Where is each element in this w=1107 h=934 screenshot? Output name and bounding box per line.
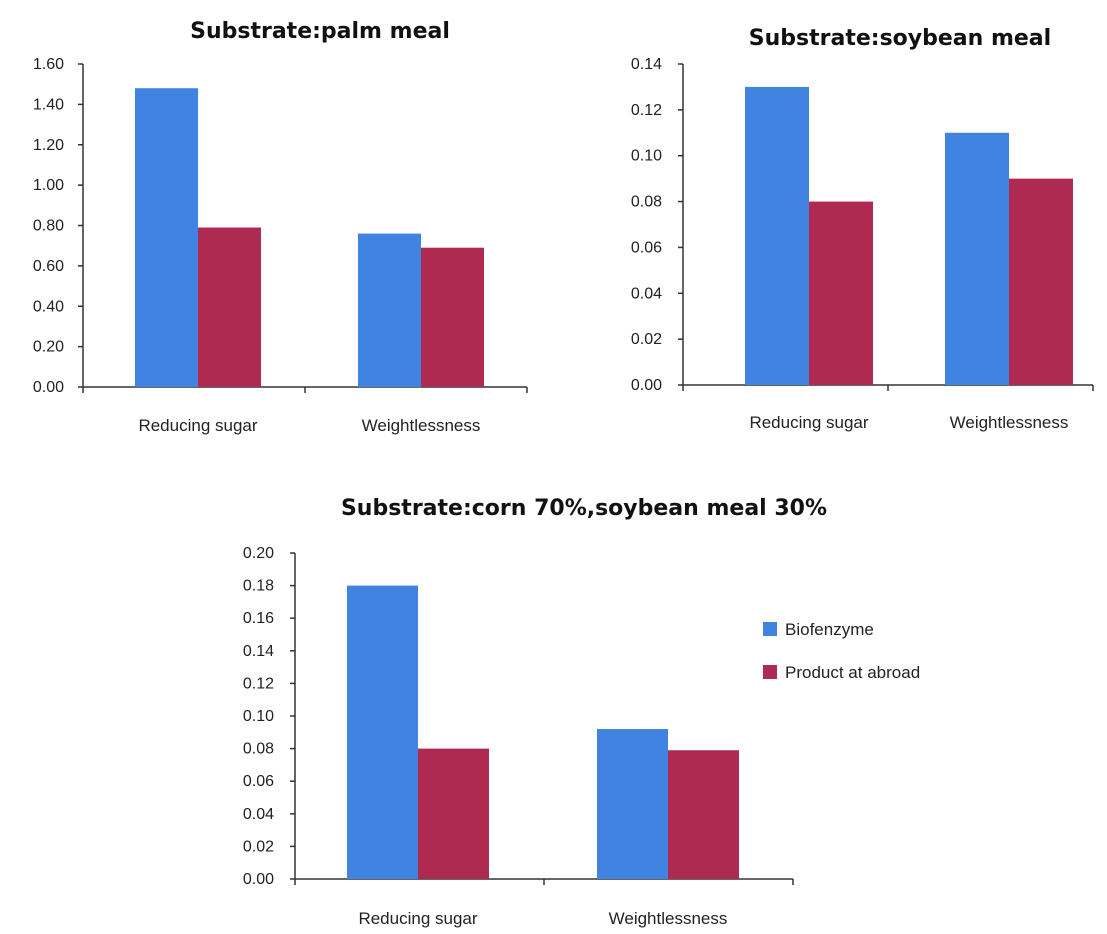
legend: Biofenzyme Product at abroad bbox=[763, 620, 920, 682]
category-label: Weightlessness bbox=[609, 909, 728, 928]
bar-biofenzyme bbox=[358, 233, 421, 387]
y-tick-label: 0.02 bbox=[631, 331, 662, 348]
y-tick-label: 0.04 bbox=[631, 285, 662, 302]
category-label: Reducing sugar bbox=[358, 909, 477, 928]
y-tick-label: 0.16 bbox=[243, 610, 274, 627]
y-tick-label: 0.20 bbox=[243, 545, 274, 562]
y-tick-label: 0.14 bbox=[631, 56, 662, 73]
y-tick-label: 0.20 bbox=[33, 339, 64, 356]
category-label: Reducing sugar bbox=[749, 413, 868, 432]
y-tick-label: 1.60 bbox=[33, 56, 64, 73]
y-tick-label: 0.06 bbox=[243, 773, 274, 790]
y-tick-label: 1.00 bbox=[33, 177, 64, 194]
bar-biofenzyme bbox=[347, 585, 418, 879]
y-tick-label: 0.80 bbox=[33, 218, 64, 235]
y-tick-label: 0.10 bbox=[631, 148, 662, 165]
bar-product-at-abroad bbox=[809, 201, 873, 385]
category-label: Weightlessness bbox=[362, 416, 481, 435]
y-tick-label: 0.14 bbox=[243, 643, 274, 660]
bar-biofenzyme bbox=[135, 88, 198, 387]
y-tick-label: 0.02 bbox=[243, 838, 274, 855]
chart-title: Substrate:palm meal bbox=[190, 19, 450, 44]
y-tick-label: 0.06 bbox=[631, 239, 662, 256]
y-tick-label: 0.00 bbox=[33, 379, 64, 396]
category-label: Reducing sugar bbox=[138, 416, 257, 435]
y-tick-label: 0.12 bbox=[243, 675, 274, 692]
chart-title: Substrate:soybean meal bbox=[749, 26, 1051, 51]
y-tick-label: 0.00 bbox=[631, 377, 662, 394]
y-tick-label: 0.08 bbox=[243, 741, 274, 758]
legend-swatch bbox=[763, 665, 777, 679]
legend-label: Biofenzyme bbox=[785, 620, 874, 639]
bar-product-at-abroad bbox=[421, 247, 484, 387]
y-tick-label: 0.08 bbox=[631, 194, 662, 211]
y-tick-label: 1.20 bbox=[33, 137, 64, 154]
y-tick-label: 0.18 bbox=[243, 578, 274, 595]
y-tick-label: 1.40 bbox=[33, 96, 64, 113]
bar-product-at-abroad bbox=[1009, 178, 1073, 385]
y-tick-label: 0.12 bbox=[631, 102, 662, 119]
y-tick-label: 0.00 bbox=[243, 871, 274, 888]
bar-biofenzyme bbox=[745, 86, 809, 385]
bar-product-at-abroad bbox=[668, 750, 739, 879]
y-tick-label: 0.60 bbox=[33, 258, 64, 275]
bar-product-at-abroad bbox=[198, 227, 261, 387]
chart-corn-soybean: Substrate:corn 70%,soybean meal 30% 0.00 0… bbox=[243, 496, 827, 928]
bar-biofenzyme bbox=[945, 132, 1009, 385]
chart-soybean-meal: Substrate:soybean meal 0.00 0.02 0.04 0.06 0.… bbox=[631, 26, 1094, 432]
y-tick-label: 0.04 bbox=[243, 806, 274, 823]
y-tick-label: 0.40 bbox=[33, 298, 64, 315]
legend-swatch bbox=[763, 622, 777, 636]
chart-title: Substrate:corn 70%,soybean meal 30% bbox=[341, 496, 827, 521]
legend-label: Product at abroad bbox=[785, 663, 920, 682]
bar-product-at-abroad bbox=[418, 748, 489, 879]
y-tick-label: 0.10 bbox=[243, 708, 274, 725]
category-label: Weightlessness bbox=[950, 413, 1069, 432]
bar-biofenzyme bbox=[597, 729, 668, 879]
chart-palm-meal: Substrate:palm meal 0.00 0.20 0.40 0.60 0.80 1… bbox=[33, 19, 528, 435]
